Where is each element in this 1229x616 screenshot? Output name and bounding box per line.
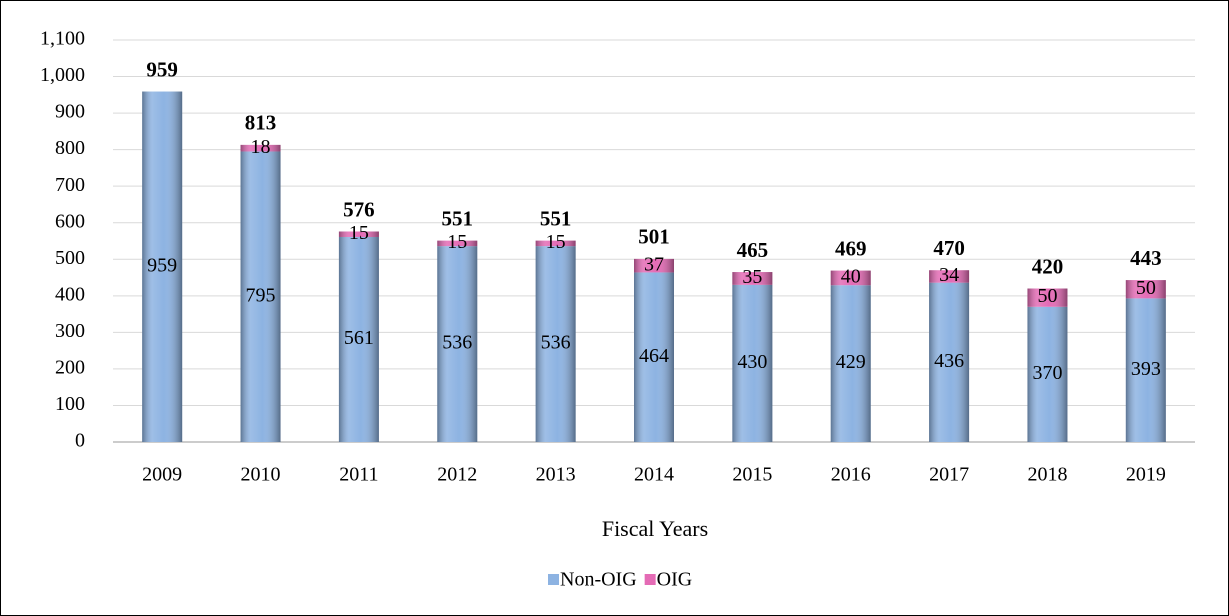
- legend-swatch: [644, 574, 656, 585]
- x-tick-label: 2011: [339, 464, 378, 486]
- bar-shade: [1125, 298, 1166, 442]
- total-label: 813: [245, 111, 277, 135]
- total-label: 469: [835, 236, 867, 260]
- total-label: 465: [737, 238, 769, 262]
- x-tick-label: 2018: [1027, 464, 1067, 486]
- data-label: 536: [442, 332, 472, 354]
- x-tick-label: 2009: [142, 464, 182, 486]
- x-tick-label: 2010: [241, 464, 281, 486]
- data-label: 15: [447, 231, 467, 253]
- legend-label: Non-OIG: [560, 569, 637, 591]
- data-label: 35: [742, 266, 762, 288]
- x-tick-label: 2012: [437, 464, 477, 486]
- data-label: 464: [639, 345, 669, 367]
- bar-shade: [929, 270, 970, 283]
- data-label: 561: [344, 327, 374, 349]
- bar-shade: [634, 272, 674, 442]
- bar-shade: [338, 231, 379, 237]
- bar-shade: [830, 285, 871, 442]
- legend-label: OIG: [657, 569, 693, 591]
- total-label: 959: [146, 57, 178, 81]
- y-tick-label: 100: [55, 393, 85, 415]
- y-tick-label: 800: [55, 137, 85, 159]
- y-tick-label: 500: [55, 247, 85, 269]
- data-label: 795: [246, 284, 276, 306]
- total-label: 443: [1130, 246, 1162, 270]
- bar-shade: [1027, 288, 1068, 307]
- bar-shade: [437, 240, 478, 247]
- data-label: 393: [1131, 358, 1161, 380]
- y-tick-label: 600: [55, 210, 85, 232]
- y-tick-label: 400: [55, 283, 85, 305]
- bar-shade: [634, 258, 674, 273]
- data-label: 50: [1037, 285, 1057, 307]
- bar-shade: [732, 284, 773, 442]
- total-label: 420: [1032, 254, 1064, 278]
- data-label: 37: [644, 253, 664, 275]
- bar-shade: [338, 236, 379, 442]
- total-label: 551: [442, 206, 474, 230]
- y-tick-label: 1,100: [40, 28, 85, 50]
- data-label: 959: [147, 254, 177, 276]
- x-tick-label: 2016: [831, 464, 871, 486]
- bar-shade: [240, 151, 281, 443]
- bar-shade: [437, 246, 478, 442]
- bar-shade: [535, 246, 576, 442]
- data-label: 18: [251, 136, 271, 158]
- y-tick-label: 900: [55, 101, 85, 123]
- bar-shade: [142, 91, 183, 443]
- x-tick-label: 2015: [732, 464, 772, 486]
- total-label: 551: [540, 206, 572, 230]
- bar-shade: [830, 270, 871, 286]
- data-label: 436: [934, 350, 964, 372]
- data-label: 370: [1032, 362, 1062, 384]
- x-tick-label: 2019: [1126, 464, 1166, 486]
- x-tick-label: 2014: [634, 464, 674, 486]
- bar-shade: [929, 282, 970, 442]
- bar-shade: [240, 144, 281, 152]
- data-label: 15: [349, 222, 369, 244]
- total-label: 576: [343, 197, 375, 221]
- total-label: 470: [933, 236, 965, 260]
- data-label: 429: [836, 351, 866, 373]
- data-label: 15: [546, 231, 566, 253]
- total-label: 501: [638, 225, 670, 249]
- x-tick-label: 2017: [929, 464, 969, 486]
- bar-shade: [1027, 306, 1068, 442]
- bar-shade: [1125, 280, 1166, 299]
- data-label: 430: [737, 351, 767, 373]
- y-tick-label: 700: [55, 174, 85, 196]
- data-label: 34: [939, 264, 959, 286]
- legend-swatch: [548, 574, 559, 585]
- y-tick-label: 200: [55, 357, 85, 379]
- x-tick-label: 2013: [536, 464, 576, 486]
- data-label: 536: [541, 332, 571, 354]
- data-label: 50: [1136, 277, 1156, 299]
- bar-shade: [535, 240, 576, 247]
- x-axis-title: Fiscal Years: [602, 516, 708, 541]
- y-tick-label: 1,000: [40, 64, 85, 86]
- data-label: 40: [841, 266, 861, 288]
- y-tick-label: 0: [75, 430, 85, 452]
- y-tick-label: 300: [55, 320, 85, 342]
- bar-shade: [732, 272, 773, 285]
